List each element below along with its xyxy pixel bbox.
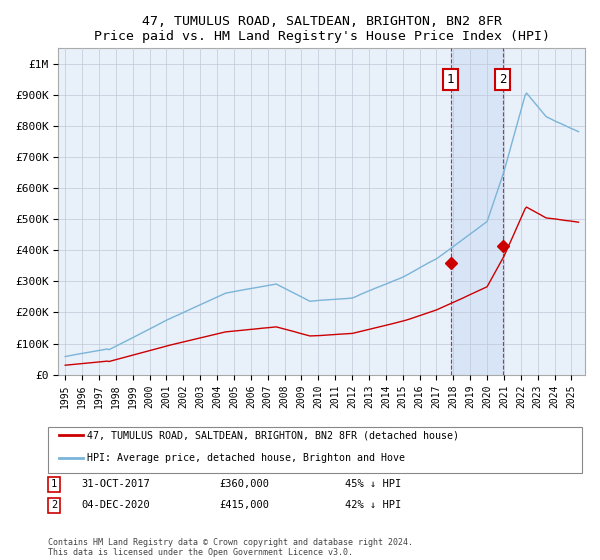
Text: 31-OCT-2017: 31-OCT-2017	[81, 479, 150, 489]
Bar	[451, 48, 503, 375]
Title: 47, TUMULUS ROAD, SALTDEAN, BRIGHTON, BN2 8FR
Price paid vs. HM Land Registry's : 47, TUMULUS ROAD, SALTDEAN, BRIGHTON, BN…	[94, 15, 550, 43]
Text: £415,000: £415,000	[219, 500, 269, 510]
Text: 47, TUMULUS ROAD, SALTDEAN, BRIGHTON, BN2 8FR (detached house): 47, TUMULUS ROAD, SALTDEAN, BRIGHTON, BN…	[87, 431, 459, 440]
Text: 04-DEC-2020: 04-DEC-2020	[81, 500, 150, 510]
Text: 2: 2	[51, 500, 57, 510]
Text: 1: 1	[447, 73, 454, 86]
Text: 1: 1	[51, 479, 57, 489]
Text: 2: 2	[499, 73, 506, 86]
Text: 45% ↓ HPI: 45% ↓ HPI	[345, 479, 401, 489]
Text: £360,000: £360,000	[219, 479, 269, 489]
Text: HPI: Average price, detached house, Brighton and Hove: HPI: Average price, detached house, Brig…	[87, 453, 405, 463]
Text: 42% ↓ HPI: 42% ↓ HPI	[345, 500, 401, 510]
Text: Contains HM Land Registry data © Crown copyright and database right 2024.
This d: Contains HM Land Registry data © Crown c…	[48, 538, 413, 557]
